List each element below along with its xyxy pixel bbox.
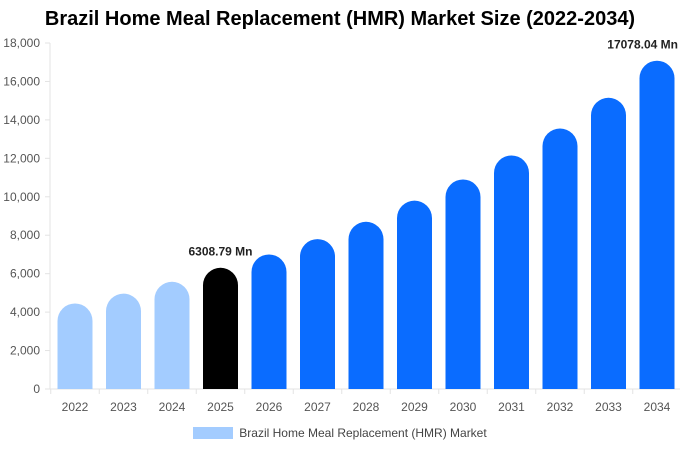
x-tick-label: 2023 [110, 400, 137, 414]
y-tick-label: 16,000 [3, 74, 40, 88]
bar-2032 [542, 128, 578, 390]
bar-2026 [251, 254, 287, 389]
y-tick-label: 10,000 [3, 190, 40, 204]
y-tick-label: 8,000 [10, 228, 40, 242]
x-tick-label: 2026 [256, 400, 283, 414]
bar-2029 [397, 200, 432, 389]
data-label: 6308.79 Mn [188, 245, 252, 259]
bar-2025 [203, 267, 238, 389]
x-tick-label: 2033 [595, 400, 622, 414]
bar-2034 [639, 60, 675, 389]
x-tick-label: 2027 [304, 400, 331, 414]
y-tick-label: 18,000 [3, 36, 40, 50]
x-tick-label: 2030 [450, 400, 477, 414]
axes: 0 2,000 4,000 6,000 8,000 10,000 12,000 14,000 1… [3, 36, 680, 396]
y-tick-label: 4,000 [10, 305, 40, 319]
chart-title: Brazil Home Meal Replacement (HMR) Marke… [44, 8, 636, 30]
y-tick-label: 12,000 [3, 151, 40, 165]
bars [57, 60, 675, 390]
x-tick-label: 2031 [498, 400, 525, 414]
y-tick-label: 14,000 [3, 113, 40, 127]
y-tick-label: 2,000 [10, 344, 40, 358]
labels: 2022 2023 2024 2025 2026 2027 2028 2029 2030 2031… [62, 38, 678, 414]
y-tick-label: 0 [33, 382, 40, 396]
bar-2023 [106, 293, 141, 389]
bar-2024 [154, 281, 190, 389]
x-tick-label: 2022 [62, 400, 89, 414]
x-tick-label: 2034 [644, 400, 671, 414]
bar-2027 [300, 239, 335, 389]
bar-2033 [591, 97, 626, 390]
y-tick-label: 6,000 [10, 267, 40, 281]
bar-2030 [445, 179, 481, 389]
x-tick-label: 2025 [207, 400, 234, 414]
legend-label: Brazil Home Meal Replacement (HMR) Marke… [239, 426, 487, 440]
bar-2022 [57, 303, 93, 389]
x-tick-label: 2024 [159, 400, 186, 414]
x-tick-label: 2028 [353, 400, 380, 414]
bar-2028 [348, 221, 384, 389]
x-tick-label: 2032 [547, 400, 574, 414]
bar-2031 [494, 155, 529, 389]
x-tick-label: 2029 [401, 400, 428, 414]
legend-swatch [193, 427, 234, 439]
legend: Brazil Home Meal Replacement (HMR) Marke… [0, 426, 680, 440]
data-label: 17078.04 Mn [607, 38, 678, 52]
